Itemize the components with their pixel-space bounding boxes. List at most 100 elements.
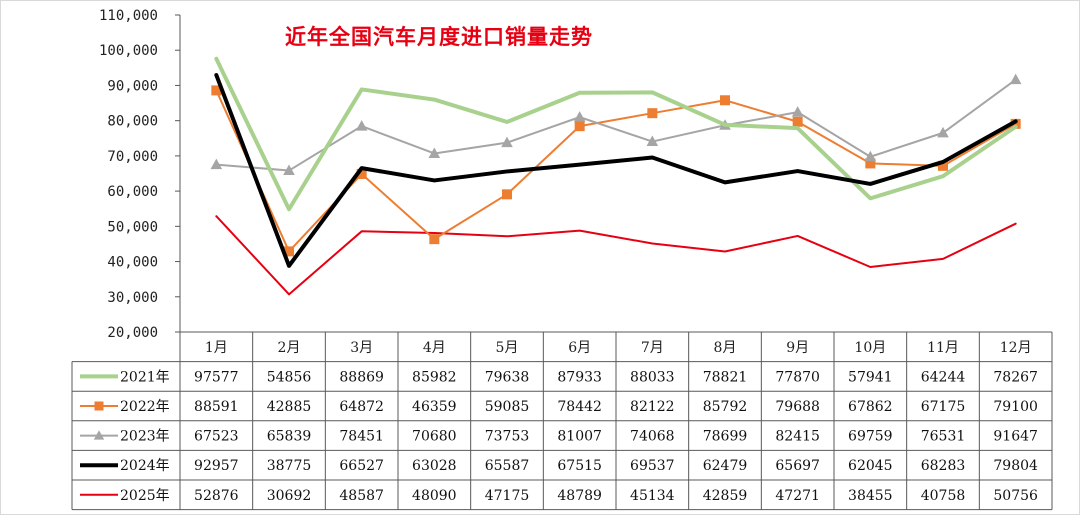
x-category-label: 5月 bbox=[496, 340, 519, 356]
table-cell-value: 42859 bbox=[703, 488, 748, 504]
table-cell-value: 59085 bbox=[485, 399, 530, 415]
data-table: 1月 2月 3月 4月 5月 6月 7月 8月 9月 10月 11月 12月 2021年 97577 548… bbox=[71, 331, 1053, 511]
table-cell-value: 65587 bbox=[485, 458, 530, 474]
table-cell-value: 88591 bbox=[194, 399, 239, 415]
series-2023年 bbox=[210, 73, 1022, 176]
table-cell-value: 82122 bbox=[630, 399, 675, 415]
series-line bbox=[215, 78, 1017, 172]
triangle-marker bbox=[573, 111, 586, 122]
square-marker bbox=[502, 189, 512, 200]
square-marker bbox=[865, 158, 876, 169]
triangle-marker bbox=[93, 430, 105, 440]
table-cell-value: 78451 bbox=[339, 429, 384, 445]
table-cell-value: 65839 bbox=[267, 429, 312, 445]
table-cell-value: 52876 bbox=[194, 488, 239, 504]
triangle-marker bbox=[283, 164, 295, 176]
legend-series-label: 2022年 bbox=[120, 399, 170, 415]
table-cell-value: 62479 bbox=[703, 458, 748, 474]
table-cell-value: 78442 bbox=[557, 399, 602, 415]
series-2021年 bbox=[214, 56, 1018, 212]
table-cell-value: 97577 bbox=[194, 369, 239, 385]
x-category-label: 12月 bbox=[1000, 340, 1032, 356]
table-cell-value: 74068 bbox=[630, 429, 675, 445]
table-cell-value: 64244 bbox=[921, 369, 966, 385]
legend-series-label: 2024年 bbox=[120, 458, 170, 474]
table-cell-value: 82415 bbox=[775, 429, 820, 445]
square-marker bbox=[94, 401, 104, 411]
table-cell-value: 63028 bbox=[412, 458, 457, 474]
y-tick-label: 30,000 bbox=[107, 290, 158, 306]
table-cell-value: 87933 bbox=[557, 369, 602, 385]
y-tick-label: 50,000 bbox=[107, 219, 158, 235]
table-cell-value: 30692 bbox=[267, 488, 312, 504]
triangle-marker bbox=[355, 120, 368, 131]
x-category-label: 8月 bbox=[714, 340, 737, 356]
square-marker bbox=[1010, 118, 1021, 129]
triangle-marker bbox=[937, 126, 949, 138]
table-cell-value: 47175 bbox=[485, 488, 530, 504]
table-cell-value: 79100 bbox=[993, 399, 1038, 415]
legend-series-label: 2023年 bbox=[120, 429, 170, 445]
table-cell-value: 50756 bbox=[993, 488, 1038, 504]
series-2024年 bbox=[214, 73, 1018, 268]
triangle-marker bbox=[501, 136, 513, 148]
table-cell-value: 66527 bbox=[339, 458, 384, 474]
x-category-label: 10月 bbox=[854, 340, 886, 356]
x-category-label: 4月 bbox=[423, 340, 446, 356]
triangle-marker bbox=[791, 106, 804, 117]
x-category-label: 11月 bbox=[927, 340, 959, 356]
square-marker bbox=[720, 95, 730, 106]
legend-series-label: 2021年 bbox=[120, 369, 170, 385]
x-category-label: 6月 bbox=[568, 340, 591, 356]
square-marker bbox=[574, 121, 585, 132]
table-cell-value: 88869 bbox=[339, 369, 384, 385]
chart-title: 近年全国汽车月度进口销量走势 bbox=[285, 25, 593, 49]
table-cell-value: 54856 bbox=[267, 369, 312, 385]
series-line bbox=[215, 215, 1017, 296]
table-cell-value: 57941 bbox=[848, 369, 893, 385]
axes: 20,000 30,000 40,000 50,000 60,000 70,000 80,0… bbox=[99, 8, 181, 341]
y-tick-label: 70,000 bbox=[107, 149, 158, 165]
table-cell-value: 79804 bbox=[993, 458, 1038, 474]
triangle-marker bbox=[1009, 73, 1022, 85]
table-cell-value: 69759 bbox=[848, 429, 893, 445]
y-tick-label: 40,000 bbox=[107, 255, 158, 271]
table-cell-value: 79638 bbox=[485, 369, 530, 385]
x-category-label: 7月 bbox=[641, 340, 664, 356]
table-cell-value: 45134 bbox=[630, 488, 675, 504]
table-cell-value: 85792 bbox=[703, 399, 748, 415]
table-cell-value: 48587 bbox=[339, 488, 384, 504]
square-marker bbox=[792, 116, 803, 127]
square-marker bbox=[284, 246, 294, 257]
y-tick-label: 90,000 bbox=[107, 78, 158, 94]
table-cell-value: 38455 bbox=[848, 488, 893, 504]
table-cell-value: 67515 bbox=[557, 458, 602, 474]
y-tick-label: 110,000 bbox=[99, 8, 158, 24]
table-cell-value: 47271 bbox=[775, 488, 820, 504]
table-cell-value: 62045 bbox=[848, 458, 893, 474]
table-cell-value: 91647 bbox=[993, 429, 1038, 445]
table-cell-value: 68283 bbox=[921, 458, 966, 474]
table-cell-value: 92957 bbox=[194, 458, 239, 474]
y-tick-label: 60,000 bbox=[107, 184, 158, 200]
legend-series-label: 2025年 bbox=[120, 488, 170, 504]
table-cell-value: 69537 bbox=[630, 458, 675, 474]
triangle-marker bbox=[864, 150, 877, 162]
triangle-marker bbox=[428, 147, 441, 158]
table-cell-value: 65697 bbox=[775, 458, 820, 474]
table-cell-value: 38775 bbox=[267, 458, 312, 474]
table-cell-value: 78267 bbox=[993, 369, 1038, 385]
table-cell-value: 40758 bbox=[921, 488, 966, 504]
table-cell-value: 78821 bbox=[703, 369, 748, 385]
square-marker bbox=[356, 168, 367, 179]
x-category-label: 9月 bbox=[786, 340, 809, 356]
table-cell-value: 81007 bbox=[557, 429, 602, 445]
table-cell-value: 64872 bbox=[339, 399, 384, 415]
table-cell-value: 88033 bbox=[630, 369, 675, 385]
table-cell-value: 73753 bbox=[485, 429, 530, 445]
table-cell-value: 67175 bbox=[921, 399, 966, 415]
x-category-label: 3月 bbox=[350, 340, 373, 356]
table-cell-value: 85982 bbox=[412, 369, 457, 385]
table-cell-value: 78699 bbox=[703, 429, 748, 445]
